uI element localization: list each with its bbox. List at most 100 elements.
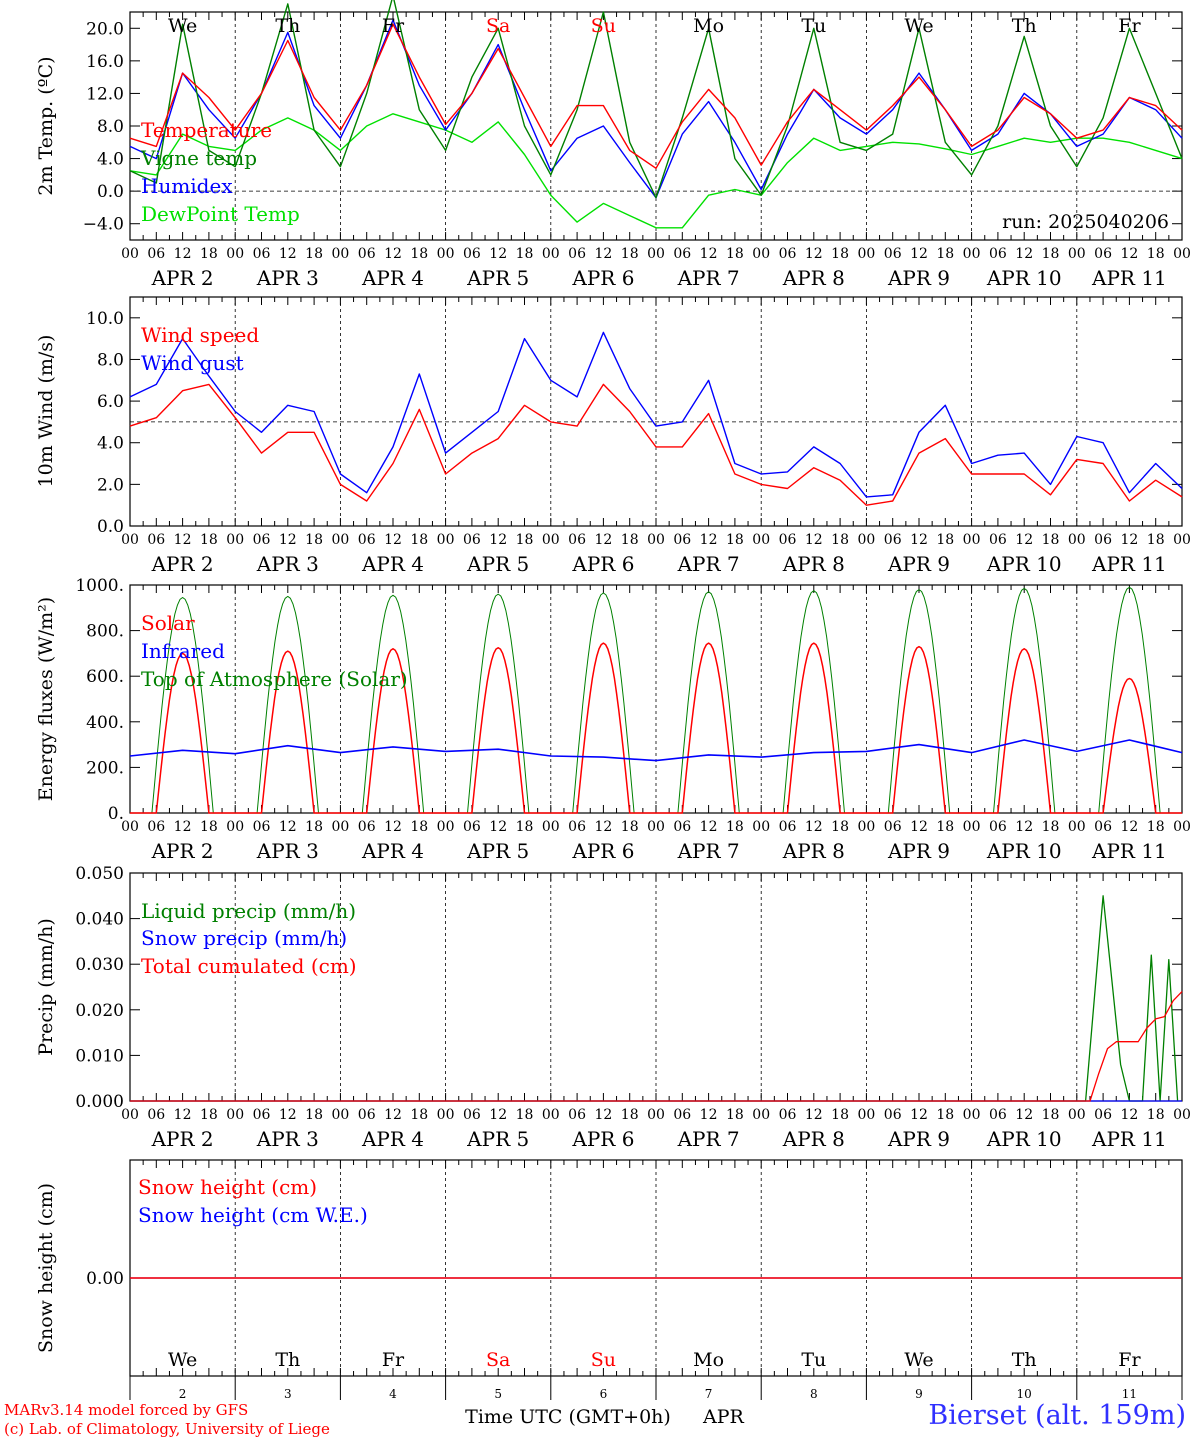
hour-tick-label: 00: [1068, 819, 1086, 835]
series-line-dewpoint-temp: [129, 113, 1183, 229]
series-line-temperature: [129, 23, 1183, 170]
hour-tick-label: 06: [1094, 1107, 1112, 1123]
hour-tick-label: 00: [121, 532, 139, 548]
solar-line: [550, 642, 656, 814]
date-label: APR 2: [151, 1127, 214, 1151]
hour-tick-label: 06: [779, 246, 797, 262]
weekday-label: Th: [1012, 15, 1037, 37]
hour-tick-label: 00: [437, 246, 455, 262]
weekday-label: Fr: [1118, 15, 1141, 37]
legend-entry: Temperature: [141, 118, 272, 142]
hour-tick-label: 18: [936, 246, 954, 262]
hour-tick-label: 12: [279, 1107, 297, 1123]
hour-tick-label: 18: [1042, 246, 1060, 262]
date-label: APR 7: [677, 266, 740, 290]
hour-tick-label: 00: [857, 246, 875, 262]
hour-tick-label: 00: [226, 1107, 244, 1123]
hour-tick-label: 00: [1068, 532, 1086, 548]
toa-solar-line: [130, 597, 236, 814]
hour-tick-label: 12: [489, 246, 507, 262]
hour-tick-label: 18: [1042, 532, 1060, 548]
hour-tick-label: 18: [1147, 819, 1165, 835]
date-label: APR 2: [151, 266, 214, 290]
day-number-label: 8: [810, 1387, 818, 1401]
hour-tick-label: 06: [463, 819, 481, 835]
y-axis-label: Energy fluxes (W/m²): [35, 597, 57, 801]
y-tick-label: 8.0: [97, 350, 124, 370]
hour-tick-label: 18: [516, 1107, 534, 1123]
hour-tick-label: 00: [121, 819, 139, 835]
date-label: APR 10: [986, 266, 1062, 290]
hour-tick-label: 12: [489, 819, 507, 835]
date-label: APR 7: [677, 839, 740, 863]
y-tick-label: 20.0: [86, 19, 124, 39]
hour-tick-label: 00: [226, 819, 244, 835]
solar-line: [445, 646, 551, 814]
toa-solar-line: [971, 587, 1077, 814]
day-number-label: 6: [600, 1387, 608, 1401]
hour-tick-label: 12: [594, 1107, 612, 1123]
hour-tick-label: 00: [331, 1107, 349, 1123]
hour-tick-label: 12: [700, 532, 718, 548]
hour-tick-label: 18: [410, 532, 428, 548]
weekday-label: We: [904, 1349, 933, 1371]
hour-tick-label: 18: [305, 532, 323, 548]
day-number-label: 9: [915, 1387, 923, 1401]
hour-tick-label: 18: [621, 246, 639, 262]
hour-tick-label: 00: [1068, 246, 1086, 262]
hour-tick-label: 12: [384, 532, 402, 548]
hour-tick-label: 06: [463, 1107, 481, 1123]
toa-solar-line: [340, 594, 446, 814]
y-tick-label: 0.010: [75, 1046, 124, 1066]
hour-tick-label: 06: [147, 819, 165, 835]
hour-tick-label: 18: [410, 1107, 428, 1123]
hour-tick-label: 18: [831, 532, 849, 548]
hour-tick-label: 18: [516, 532, 534, 548]
hour-tick-label: 00: [647, 1107, 665, 1123]
y-tick-label: 0.: [108, 804, 124, 824]
hour-tick-label: 12: [910, 246, 928, 262]
y-tick-label: 6.0: [97, 392, 124, 412]
hour-tick-label: 00: [647, 246, 665, 262]
hour-tick-label: 00: [437, 1107, 455, 1123]
hour-tick-label: 12: [174, 246, 192, 262]
hour-tick-label: 06: [884, 532, 902, 548]
hour-tick-label: 12: [384, 819, 402, 835]
day-number-label: 3: [284, 1387, 292, 1401]
weekday-label: Tu: [801, 15, 826, 37]
hour-tick-label: 18: [410, 246, 428, 262]
hour-tick-label: 18: [305, 1107, 323, 1123]
hour-tick-label: 06: [253, 246, 271, 262]
hour-tick-label: 18: [726, 1107, 744, 1123]
hour-tick-label: 18: [1042, 1107, 1060, 1123]
toa-solar-line: [445, 593, 551, 814]
hour-tick-label: 12: [805, 819, 823, 835]
series-line-wind-speed: [129, 383, 1183, 506]
weekday-label: We: [168, 1349, 197, 1371]
y-tick-label: 0.020: [75, 1001, 124, 1021]
date-label: APR 6: [571, 839, 634, 863]
weekday-label: Sa: [486, 15, 510, 37]
y-axis-label: Snow height (cm): [35, 1183, 57, 1353]
y-tick-label: 0.030: [75, 955, 124, 975]
hour-tick-label: 06: [358, 246, 376, 262]
date-label: APR 10: [986, 552, 1062, 576]
date-label: APR 11: [1091, 839, 1167, 863]
solar-line: [971, 648, 1077, 814]
hour-tick-label: 12: [805, 246, 823, 262]
hour-tick-label: 12: [174, 819, 192, 835]
weekday-label: We: [904, 15, 933, 37]
y-tick-label: 0.040: [75, 910, 124, 930]
y-tick-label: 400.: [86, 713, 124, 733]
y-tick-label: 0.0: [97, 517, 124, 537]
solar-line: [235, 650, 341, 814]
hour-tick-label: 06: [989, 819, 1007, 835]
hour-tick-label: 12: [1120, 819, 1138, 835]
hour-tick-label: 00: [857, 532, 875, 548]
hour-tick-label: 18: [936, 819, 954, 835]
solar-line: [340, 648, 446, 814]
hour-tick-label: 18: [1147, 1107, 1165, 1123]
hour-tick-label: 00: [1173, 819, 1191, 835]
hour-tick-label: 18: [516, 246, 534, 262]
day-number-label: 5: [494, 1387, 502, 1401]
